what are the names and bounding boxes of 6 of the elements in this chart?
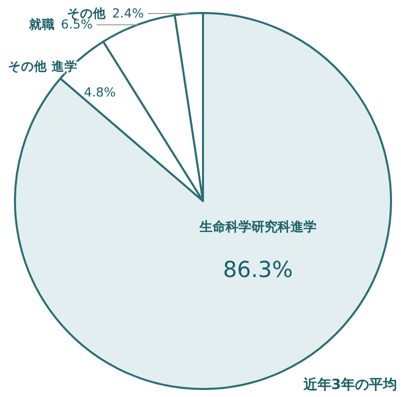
data-label: 86.3% [223, 258, 293, 283]
text: 近年3年の平均 [302, 376, 397, 393]
data-label: 2.4% [112, 6, 144, 21]
slice-label: 就職 [28, 16, 55, 32]
slice-label: 生命科学研究科進学 [198, 219, 316, 235]
data-label: 4.8% [84, 84, 116, 100]
